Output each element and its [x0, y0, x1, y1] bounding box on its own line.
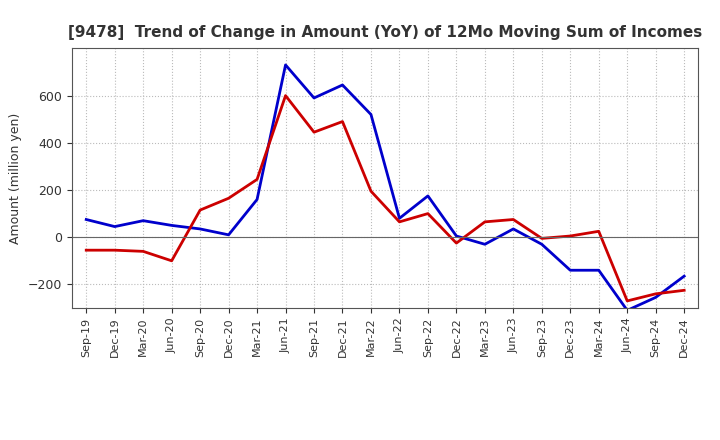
Ordinary Income: [167, 223, 176, 228]
Ordinary Income: [338, 82, 347, 88]
Ordinary Income: [366, 112, 375, 117]
Ordinary Income: [509, 226, 518, 231]
Net Income: [225, 196, 233, 201]
Net Income: [395, 219, 404, 224]
Net Income: [480, 219, 489, 224]
Net Income: [139, 249, 148, 254]
Net Income: [652, 291, 660, 297]
Net Income: [623, 298, 631, 304]
Ordinary Income: [680, 274, 688, 279]
Net Income: [167, 258, 176, 264]
Net Income: [282, 93, 290, 98]
Y-axis label: Amount (million yen): Amount (million yen): [9, 113, 22, 244]
Net Income: [537, 236, 546, 241]
Net Income: [680, 288, 688, 293]
Net Income: [82, 248, 91, 253]
Net Income: [110, 248, 119, 253]
Ordinary Income: [566, 268, 575, 273]
Line: Net Income: Net Income: [86, 95, 684, 301]
Ordinary Income: [282, 62, 290, 68]
Title: [9478]  Trend of Change in Amount (YoY) of 12Mo Moving Sum of Incomes: [9478] Trend of Change in Amount (YoY) o…: [68, 25, 702, 40]
Ordinary Income: [225, 232, 233, 238]
Net Income: [338, 119, 347, 124]
Ordinary Income: [395, 216, 404, 221]
Net Income: [595, 229, 603, 234]
Ordinary Income: [310, 95, 318, 101]
Ordinary Income: [423, 193, 432, 198]
Net Income: [310, 129, 318, 135]
Ordinary Income: [196, 226, 204, 231]
Ordinary Income: [452, 233, 461, 238]
Ordinary Income: [480, 242, 489, 247]
Net Income: [566, 233, 575, 238]
Ordinary Income: [82, 217, 91, 222]
Net Income: [366, 188, 375, 194]
Net Income: [423, 211, 432, 216]
Net Income: [253, 177, 261, 182]
Net Income: [452, 240, 461, 246]
Net Income: [196, 207, 204, 213]
Ordinary Income: [652, 295, 660, 300]
Ordinary Income: [623, 308, 631, 313]
Ordinary Income: [253, 197, 261, 202]
Ordinary Income: [110, 224, 119, 229]
Ordinary Income: [537, 242, 546, 247]
Line: Ordinary Income: Ordinary Income: [86, 65, 684, 310]
Ordinary Income: [139, 218, 148, 224]
Ordinary Income: [595, 268, 603, 273]
Net Income: [509, 217, 518, 222]
